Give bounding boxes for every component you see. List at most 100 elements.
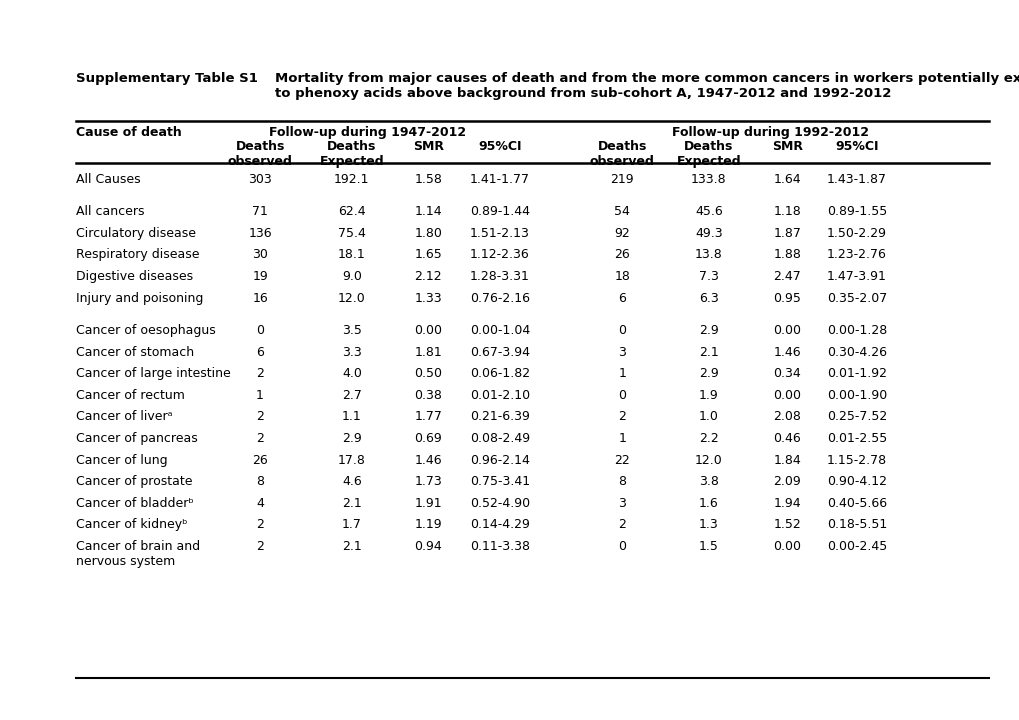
Text: Follow-up during 1992-2012: Follow-up during 1992-2012 — [671, 126, 868, 139]
Text: 22: 22 — [613, 454, 630, 467]
Text: 0.94: 0.94 — [414, 540, 442, 553]
Text: 1.47-3.91: 1.47-3.91 — [826, 270, 886, 283]
Text: 0.75-3.41: 0.75-3.41 — [470, 475, 529, 488]
Text: 1.81: 1.81 — [414, 346, 442, 359]
Text: All Causes: All Causes — [76, 173, 141, 186]
Text: 1.28-3.31: 1.28-3.31 — [470, 270, 529, 283]
Text: 0.00-1.90: 0.00-1.90 — [825, 389, 887, 402]
Text: 18: 18 — [613, 270, 630, 283]
Text: Mortality from major causes of death and from the more common cancers in workers: Mortality from major causes of death and… — [275, 72, 1019, 100]
Text: 0: 0 — [256, 324, 264, 337]
Text: 2: 2 — [618, 410, 626, 423]
Text: Deaths
Expected: Deaths Expected — [676, 140, 741, 168]
Text: 0.96-2.14: 0.96-2.14 — [470, 454, 529, 467]
Text: 2.12: 2.12 — [414, 270, 442, 283]
Text: 26: 26 — [613, 248, 630, 261]
Text: Respiratory disease: Respiratory disease — [76, 248, 200, 261]
Text: 0.01-1.92: 0.01-1.92 — [826, 367, 886, 380]
Text: SMR: SMR — [771, 140, 802, 153]
Text: 1.84: 1.84 — [772, 454, 801, 467]
Text: 1.19: 1.19 — [414, 518, 442, 531]
Text: 6: 6 — [256, 346, 264, 359]
Text: 1.46: 1.46 — [414, 454, 442, 467]
Text: Cancer of rectum: Cancer of rectum — [76, 389, 185, 402]
Text: Cancer of bladderᵇ: Cancer of bladderᵇ — [76, 497, 194, 510]
Text: 0.46: 0.46 — [772, 432, 801, 445]
Text: 1.58: 1.58 — [414, 173, 442, 186]
Text: 3.8: 3.8 — [698, 475, 718, 488]
Text: 2: 2 — [256, 540, 264, 553]
Text: 1: 1 — [618, 367, 626, 380]
Text: 3: 3 — [618, 497, 626, 510]
Text: 6.3: 6.3 — [698, 292, 718, 305]
Text: 0.90-4.12: 0.90-4.12 — [826, 475, 886, 488]
Text: 3.3: 3.3 — [341, 346, 362, 359]
Text: 0.14-4.29: 0.14-4.29 — [470, 518, 529, 531]
Text: Deaths
observed: Deaths observed — [589, 140, 654, 168]
Text: 0.76-2.16: 0.76-2.16 — [470, 292, 529, 305]
Text: 2: 2 — [256, 432, 264, 445]
Text: 0.21-6.39: 0.21-6.39 — [470, 410, 529, 423]
Text: 0.25-7.52: 0.25-7.52 — [825, 410, 887, 423]
Text: 2: 2 — [256, 410, 264, 423]
Text: 1.1: 1.1 — [341, 410, 362, 423]
Text: Cancer of oesophagus: Cancer of oesophagus — [76, 324, 216, 337]
Text: Supplementary Table S1: Supplementary Table S1 — [76, 72, 258, 85]
Text: 1.23-2.76: 1.23-2.76 — [826, 248, 886, 261]
Text: 0.89-1.55: 0.89-1.55 — [825, 205, 887, 218]
Text: 1.3: 1.3 — [698, 518, 718, 531]
Text: 19: 19 — [252, 270, 268, 283]
Text: Deaths
Expected: Deaths Expected — [319, 140, 384, 168]
Text: Cancer of stomach: Cancer of stomach — [76, 346, 195, 359]
Text: 136: 136 — [248, 227, 272, 240]
Text: Circulatory disease: Circulatory disease — [76, 227, 197, 240]
Text: Cancer of liverᵃ: Cancer of liverᵃ — [76, 410, 173, 423]
Text: Digestive diseases: Digestive diseases — [76, 270, 194, 283]
Text: Cancer of prostate: Cancer of prostate — [76, 475, 193, 488]
Text: Injury and poisoning: Injury and poisoning — [76, 292, 204, 305]
Text: 1.52: 1.52 — [772, 518, 801, 531]
Text: 1.87: 1.87 — [772, 227, 801, 240]
Text: SMR: SMR — [413, 140, 443, 153]
Text: 0.00-2.45: 0.00-2.45 — [825, 540, 887, 553]
Text: 1.64: 1.64 — [772, 173, 801, 186]
Text: 1.88: 1.88 — [772, 248, 801, 261]
Text: Cancer of brain and
nervous system: Cancer of brain and nervous system — [76, 540, 201, 568]
Text: 1: 1 — [256, 389, 264, 402]
Text: 0.08-2.49: 0.08-2.49 — [470, 432, 529, 445]
Text: 0.35-2.07: 0.35-2.07 — [825, 292, 887, 305]
Text: 9.0: 9.0 — [341, 270, 362, 283]
Text: 62.4: 62.4 — [337, 205, 366, 218]
Text: 4.0: 4.0 — [341, 367, 362, 380]
Text: 2.2: 2.2 — [698, 432, 718, 445]
Text: 7.3: 7.3 — [698, 270, 718, 283]
Text: 0.00: 0.00 — [772, 389, 801, 402]
Text: 92: 92 — [613, 227, 630, 240]
Text: 2.1: 2.1 — [341, 497, 362, 510]
Text: 0.00-1.04: 0.00-1.04 — [469, 324, 530, 337]
Text: 2.9: 2.9 — [698, 367, 718, 380]
Text: 12.0: 12.0 — [694, 454, 722, 467]
Text: 0.01-2.10: 0.01-2.10 — [470, 389, 529, 402]
Text: Cancer of kidneyᵇ: Cancer of kidneyᵇ — [76, 518, 187, 531]
Text: 2.09: 2.09 — [772, 475, 801, 488]
Text: 8: 8 — [618, 475, 626, 488]
Text: 6: 6 — [618, 292, 626, 305]
Text: 1.18: 1.18 — [772, 205, 801, 218]
Text: 0.38: 0.38 — [414, 389, 442, 402]
Text: 1.91: 1.91 — [414, 497, 442, 510]
Text: 4: 4 — [256, 497, 264, 510]
Text: 26: 26 — [252, 454, 268, 467]
Text: 18.1: 18.1 — [337, 248, 366, 261]
Text: 0.30-4.26: 0.30-4.26 — [826, 346, 886, 359]
Text: 0: 0 — [618, 389, 626, 402]
Text: 0.95: 0.95 — [772, 292, 801, 305]
Text: 95%CI: 95%CI — [478, 140, 521, 153]
Text: 12.0: 12.0 — [337, 292, 366, 305]
Text: 1.33: 1.33 — [414, 292, 442, 305]
Text: 1.14: 1.14 — [414, 205, 442, 218]
Text: 49.3: 49.3 — [694, 227, 722, 240]
Text: 192.1: 192.1 — [334, 173, 369, 186]
Text: 0.00: 0.00 — [772, 540, 801, 553]
Text: Cancer of pancreas: Cancer of pancreas — [76, 432, 198, 445]
